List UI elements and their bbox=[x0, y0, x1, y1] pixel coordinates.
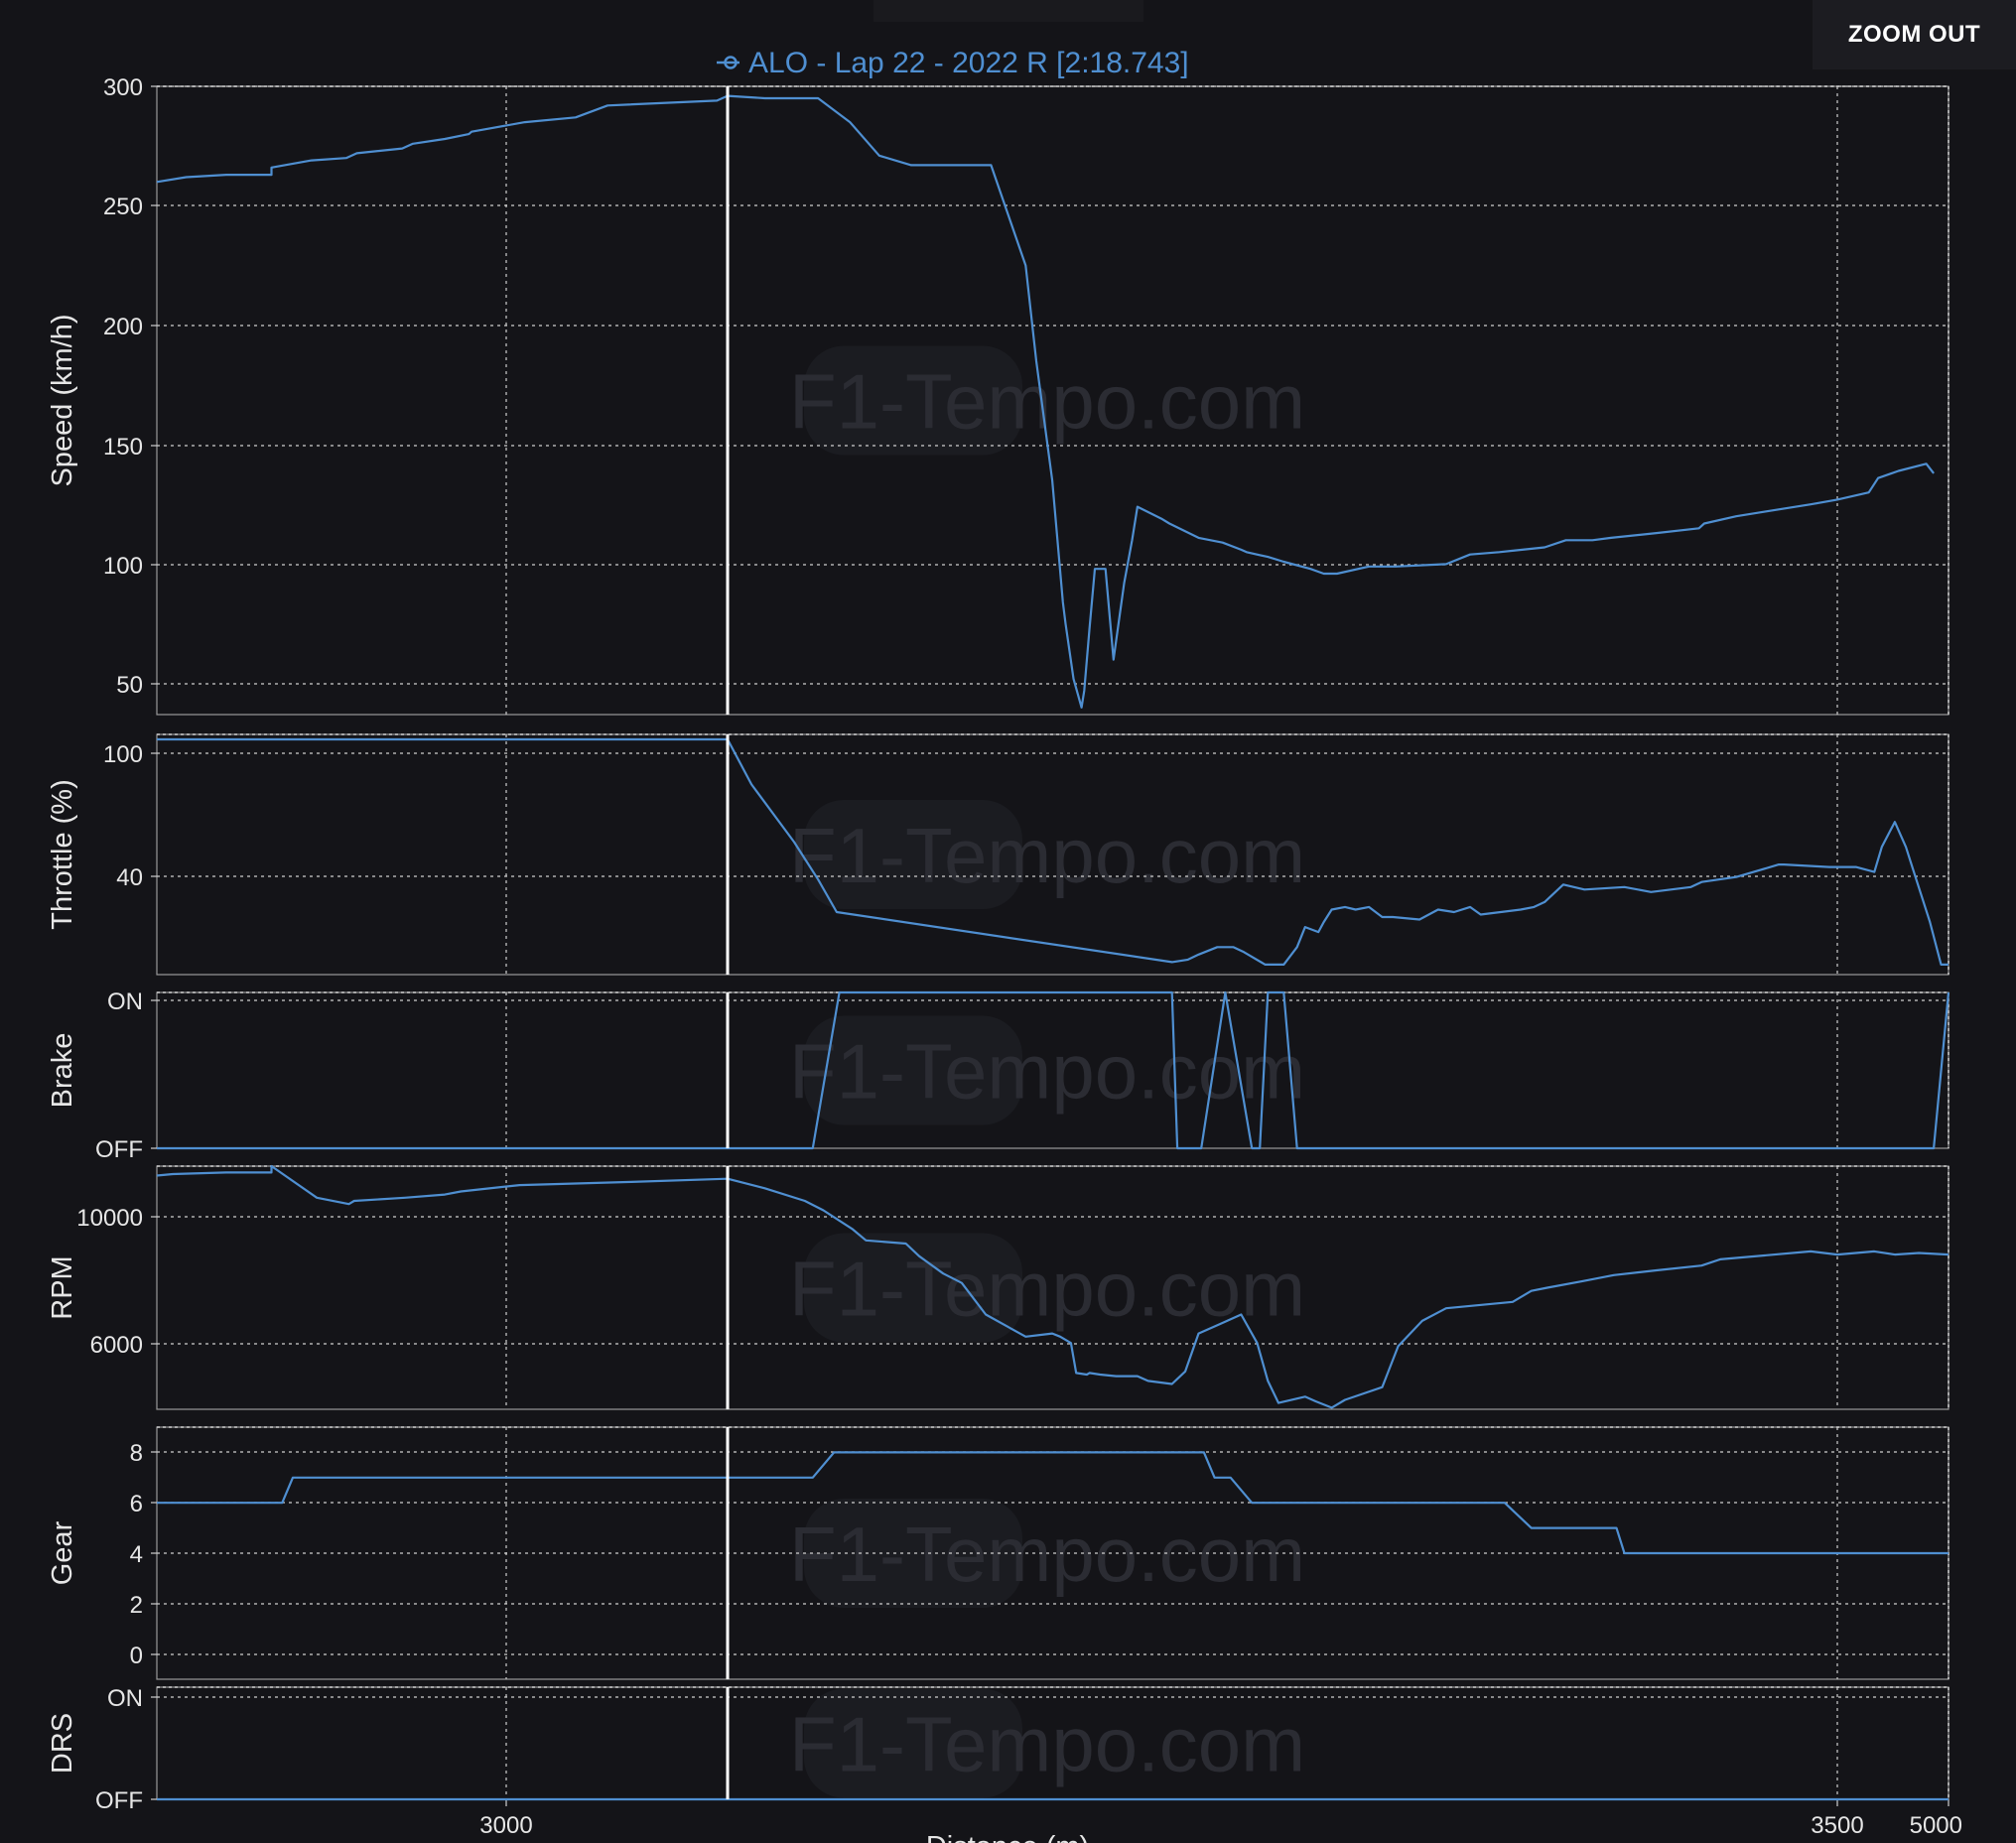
speed-ytick-label: 50 bbox=[116, 672, 143, 699]
gear-ytick-label: 6 bbox=[130, 1491, 143, 1517]
brake-series-line[interactable] bbox=[157, 990, 1950, 1150]
zoom-out-button[interactable]: ZOOM OUT bbox=[1813, 0, 2016, 69]
x-tick-label: 3500 bbox=[1811, 1812, 1863, 1839]
watermark-logo bbox=[804, 1233, 1022, 1343]
speed-ytick-label: 300 bbox=[103, 74, 143, 101]
watermark-text: F1-Tempo.com bbox=[789, 358, 1305, 446]
rpm-ytick-label: 6000 bbox=[90, 1332, 143, 1359]
watermark-text: F1-Tempo.com bbox=[789, 1028, 1305, 1116]
watermark-logo bbox=[804, 1015, 1022, 1125]
watermark-text: F1-Tempo.com bbox=[789, 1246, 1305, 1333]
throttle-ytick-label: 40 bbox=[116, 864, 143, 891]
speed-axis-label: Speed (km/h) bbox=[47, 314, 78, 486]
speed-series-line[interactable] bbox=[156, 94, 1935, 709]
watermark-logo bbox=[804, 800, 1022, 909]
gear-ytick-label: 8 bbox=[130, 1440, 143, 1467]
gear-ytick-label: 2 bbox=[130, 1592, 143, 1619]
throttle-series-line[interactable] bbox=[157, 737, 1949, 967]
speed-ytick-label: 200 bbox=[103, 314, 143, 340]
watermark-text: F1-Tempo.com bbox=[789, 812, 1305, 899]
watermark-text: F1-Tempo.com bbox=[789, 1511, 1305, 1598]
speed-ytick-label: 100 bbox=[103, 553, 143, 580]
drs-axis-label: DRS bbox=[47, 1713, 78, 1774]
rpm-ytick-label: 10000 bbox=[76, 1205, 143, 1232]
rpm-axis-label: RPM bbox=[47, 1255, 78, 1319]
watermark-text: F1-Tempo.com bbox=[789, 1701, 1305, 1788]
gear-ytick-label: 0 bbox=[130, 1643, 143, 1669]
gear-axis-label: Gear bbox=[47, 1520, 78, 1585]
speed-ytick-label: 150 bbox=[103, 434, 143, 461]
watermark-logo bbox=[804, 1499, 1022, 1608]
throttle-ytick-label: 100 bbox=[103, 741, 143, 768]
brake-ytick-label: OFF bbox=[95, 1136, 143, 1163]
legend-marker-icon bbox=[717, 56, 739, 69]
x-tick-label: 5000 bbox=[1910, 1812, 1962, 1839]
gear-series-line[interactable] bbox=[157, 1451, 1949, 1555]
watermark-logo bbox=[804, 1688, 1022, 1798]
chart-title[interactable]: ALO - Lap 22 - 2022 R [2:18.743] bbox=[748, 47, 1189, 79]
rpm-series-line[interactable] bbox=[156, 1164, 1949, 1409]
gear-ytick-label: 4 bbox=[130, 1541, 143, 1568]
watermark-logo bbox=[804, 345, 1022, 456]
throttle-axis-label: Throttle (%) bbox=[47, 779, 78, 929]
x-axis-label: Distance (m) bbox=[926, 1831, 1089, 1843]
drs-ytick-label: OFF bbox=[95, 1787, 143, 1814]
drs-ytick-label: ON bbox=[107, 1685, 143, 1712]
brake-axis-label: Brake bbox=[47, 1033, 78, 1109]
brake-ytick-label: ON bbox=[107, 988, 143, 1015]
speed-ytick-label: 250 bbox=[103, 194, 143, 220]
top-panel-tab bbox=[874, 0, 1143, 22]
x-tick-label: 3000 bbox=[479, 1812, 532, 1839]
